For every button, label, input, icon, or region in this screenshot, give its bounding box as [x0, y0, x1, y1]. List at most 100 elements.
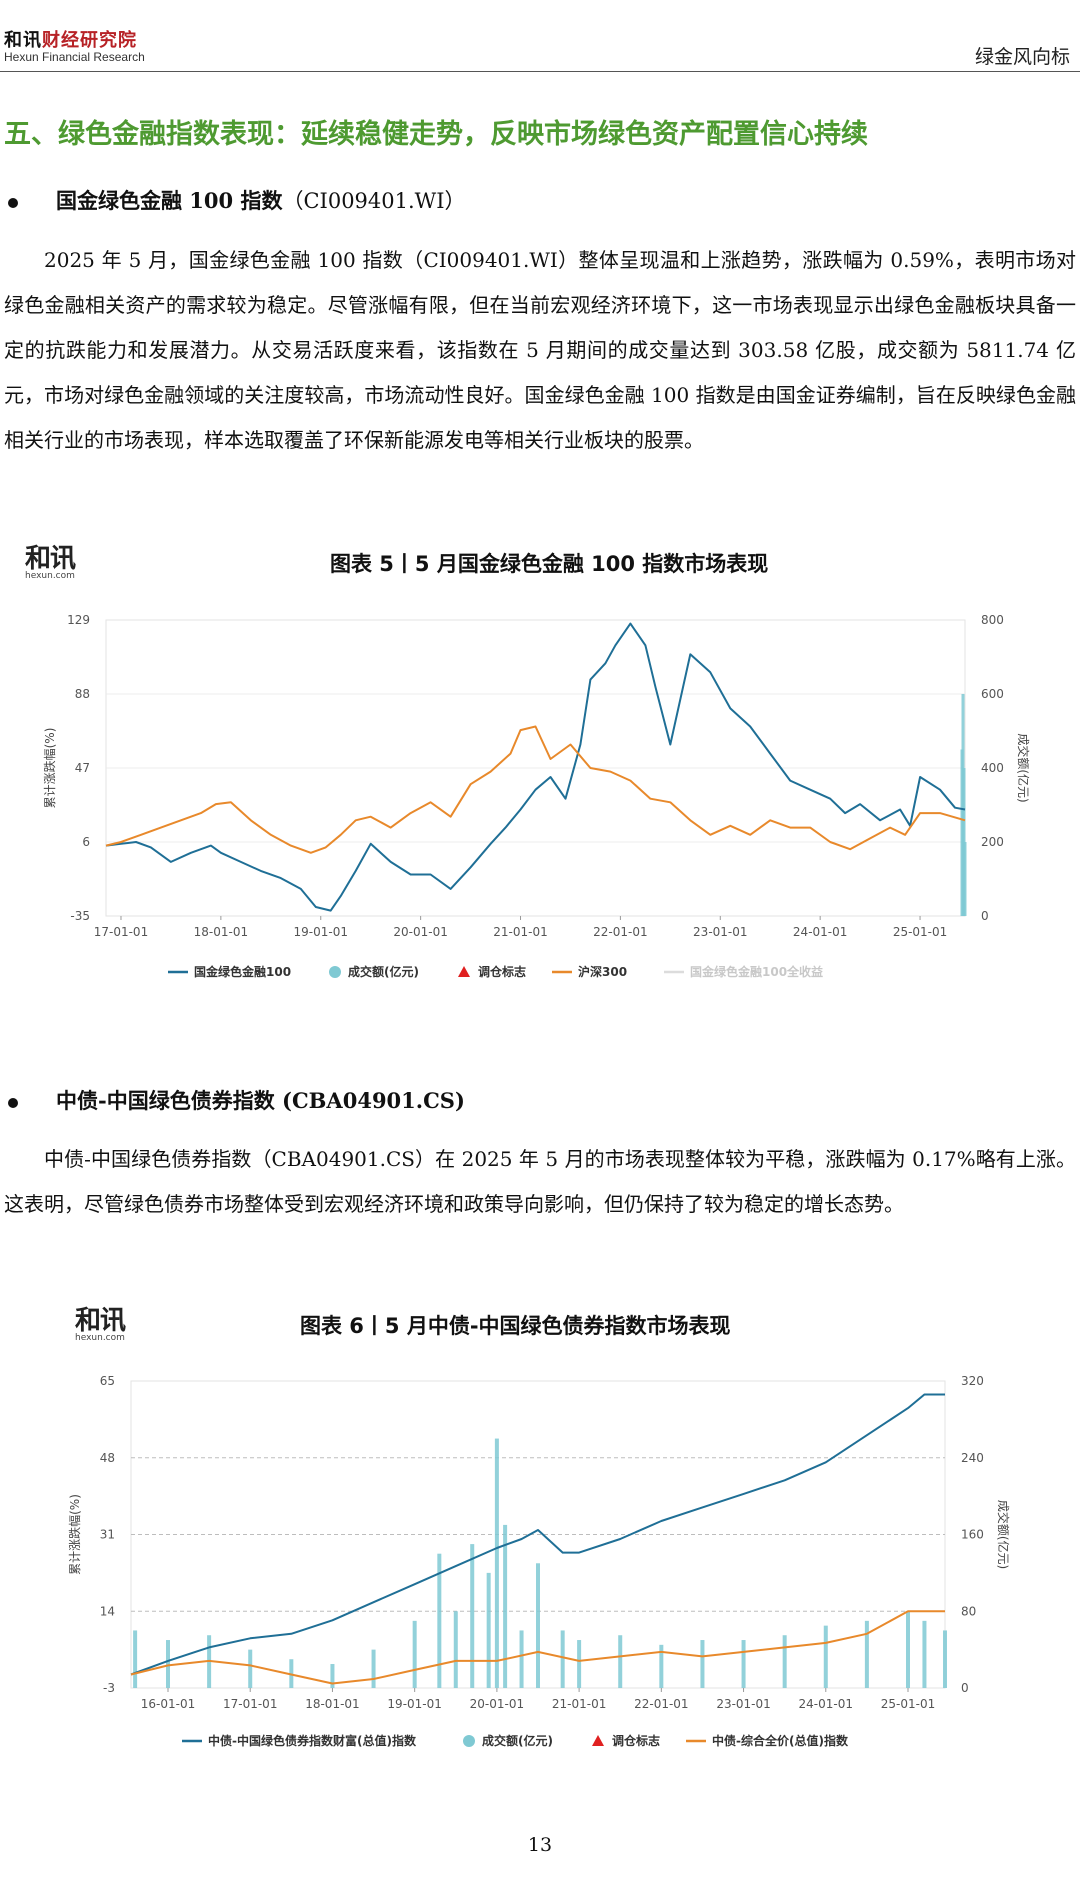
paragraph-green-bond-index: 中债-中国绿色债券指数（CBA04901.CS）在 2025 年 5 月的市场表… [4, 1137, 1076, 1227]
x-tick-label: 19-01-01 [387, 1697, 441, 1711]
x-tick-label: 20-01-01 [470, 1697, 524, 1711]
legend-dot-marker [329, 966, 341, 978]
hexun-logo-mark: 和讯 [75, 1306, 126, 1336]
y2-tick-label: 0 [961, 1681, 969, 1695]
page-number: 13 [527, 1834, 553, 1856]
volume-bar [963, 842, 967, 916]
legend-dot-marker [463, 1735, 475, 1747]
volume-bar [486, 1572, 491, 1688]
x-tick-label: 20-01-01 [393, 925, 447, 939]
x-tick-label: 24-01-01 [799, 1697, 853, 1711]
y-tick-label: -3 [103, 1681, 115, 1695]
chart-green-finance-index: 129 88 47 6 -35 800 600 400 200 0 累计涨跌幅(%) 成交额(亿元) 1… [42, 613, 1031, 979]
page-header: 和讯财经研究院 Hexun Financial Research 绿金风向标 [0, 0, 1080, 72]
legend-triangle-marker [458, 966, 470, 977]
volume-bar [470, 1544, 475, 1688]
y2-tick-label: 160 [961, 1528, 984, 1542]
y2-tick-label: 600 [981, 687, 1004, 701]
legend-triangle-marker [592, 1735, 604, 1746]
x-tick-label: 21-01-01 [493, 925, 547, 939]
x-tick-label: 18-01-01 [194, 925, 248, 939]
y-tick-label: 88 [75, 687, 90, 701]
series-line [105, 622, 966, 912]
legend-label: 国金绿色金融100 [194, 964, 291, 979]
volume-bar [782, 1635, 787, 1688]
y2-axis-title: 成交额(亿元) [1016, 733, 1031, 802]
legend-label: 沪深300 [578, 964, 627, 979]
bullet-heading-green-finance-index: 国金绿色金融 100 指数（CI009401.WI） [4, 185, 466, 215]
volume-bar [437, 1553, 442, 1688]
volume-bar [823, 1625, 828, 1688]
volume-bar [741, 1640, 746, 1688]
paragraph-green-finance-index: 2025 年 5 月，国金绿色金融 100 指数（CI009401.WI）整体呈… [4, 238, 1076, 463]
volume-bar [577, 1640, 582, 1688]
y-tick-label: 65 [100, 1374, 115, 1388]
y2-tick-label: 80 [961, 1604, 976, 1618]
index-name: 中债-中国绿色债券指数 (CBA04901.CS) [56, 1088, 465, 1113]
y-tick-label: 48 [100, 1451, 115, 1465]
hexun-logo-domain: hexun.com [25, 571, 75, 581]
x-tick-label: 17-01-01 [94, 925, 148, 939]
y-tick-label: -35 [70, 909, 90, 923]
x-tick-label: 25-01-01 [893, 925, 947, 939]
volume-bar [133, 1630, 138, 1688]
paragraph-text: 中债-中国绿色债券指数（CBA04901.CS）在 2025 年 5 月的市场表… [4, 1147, 1076, 1216]
volume-bar [330, 1664, 335, 1688]
x-tick-label: 19-01-01 [294, 925, 348, 939]
index-name: 国金绿色金融 100 指数 [56, 188, 283, 213]
bullet-heading-green-bond-index: 中债-中国绿色债券指数 (CBA04901.CS) [4, 1085, 465, 1115]
chart-title: 图表 6丨5 月中债-中国绿色债券指数市场表现 [300, 1314, 731, 1338]
volume-bar [618, 1635, 623, 1688]
bullet-dot-icon [8, 197, 18, 208]
legend-label: 中债-综合全价(总值)指数 [712, 1733, 849, 1748]
y2-tick-label: 0 [981, 909, 989, 923]
x-tick-label: 17-01-01 [223, 1697, 277, 1711]
legend-label: 中债-中国绿色债券指数财富(总值)指数 [208, 1733, 417, 1748]
chart-block-2: 和讯 hexun.com 图表 6丨5 月中债-中国绿色债券指数市场表现 65 4… [0, 1290, 1080, 1770]
volume-bar [659, 1644, 664, 1688]
x-tick-label: 22-01-01 [593, 925, 647, 939]
hexun-logo: 和讯 hexun.com [75, 1300, 126, 1343]
hexun-logo-mark: 和讯 [25, 544, 76, 574]
volume-bar [503, 1524, 508, 1688]
x-tick-label: 22-01-01 [634, 1697, 688, 1711]
x-tick-label: 23-01-01 [693, 925, 747, 939]
volume-bar [519, 1630, 524, 1688]
bullet-dot-icon [8, 1097, 18, 1108]
volume-bar [453, 1611, 458, 1688]
volume-bar [922, 1620, 927, 1688]
x-tick-label: 21-01-01 [552, 1697, 606, 1711]
y-tick-label: 31 [100, 1528, 115, 1542]
volume-bar [864, 1620, 869, 1688]
volume-bar [536, 1563, 540, 1688]
y2-tick-label: 320 [961, 1374, 984, 1388]
hexun-logo: 和讯 hexun.com [25, 538, 76, 581]
volume-bar [248, 1649, 253, 1688]
chart-green-bond-index: 65 48 31 14 -3 320 240 160 80 0 累计涨跌幅(%) 成交额(亿元) 16-… [67, 1374, 1011, 1748]
x-tick-label: 18-01-01 [305, 1697, 359, 1711]
legend-label: 国金绿色金融100全收益 [690, 964, 823, 979]
x-tick-label: 25-01-01 [881, 1697, 935, 1711]
volume-bar [412, 1620, 417, 1688]
volume-bar [166, 1640, 170, 1688]
y2-tick-label: 400 [981, 761, 1004, 775]
legend-label: 成交额(亿元) [482, 1733, 553, 1748]
series-line [105, 725, 966, 854]
chart-block-1: 和讯 hexun.com 图表 5丨5 月国金绿色金融 100 指数市场表现 1… [0, 530, 1080, 1000]
index-code: （CI009401.WI） [282, 189, 466, 213]
logo-text-hexun: 和讯 [4, 30, 42, 51]
hexun-research-logo: 和讯财经研究院 [4, 26, 137, 52]
volume-bar [906, 1611, 910, 1688]
volume-bar [560, 1630, 565, 1688]
logo-text-institute: 财经研究院 [42, 30, 137, 51]
paragraph-text: 2025 年 5 月，国金绿色金融 100 指数（CI009401.WI）整体呈… [4, 248, 1076, 452]
volume-bar [494, 1438, 499, 1688]
y-axis-title: 累计涨跌幅(%) [67, 1494, 82, 1575]
x-tick-label: 23-01-01 [716, 1697, 770, 1711]
legend-label: 调仓标志 [478, 964, 526, 979]
hexun-logo-domain: hexun.com [75, 1333, 125, 1343]
x-tick-label: 16-01-01 [141, 1697, 195, 1711]
volume-bar [700, 1640, 705, 1688]
y2-tick-label: 800 [981, 613, 1004, 627]
volume-bar [943, 1630, 947, 1688]
